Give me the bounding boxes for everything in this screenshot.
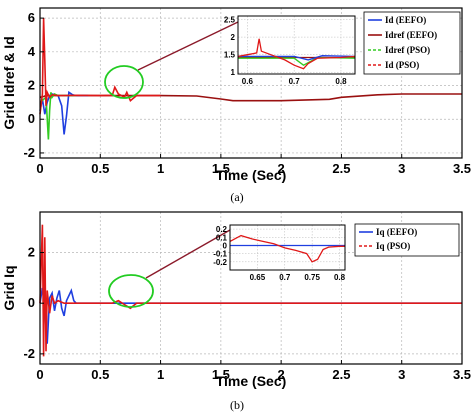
p1-legend-label-1: Idref (EEFO) bbox=[385, 30, 437, 40]
p2-ytick-label-1: 0 bbox=[28, 295, 35, 310]
p1-ytick-label-2: 2 bbox=[28, 78, 35, 93]
p1-inset-ytick-label-1: 1.5 bbox=[224, 51, 236, 60]
p2-ytick-label-2: 2 bbox=[28, 245, 35, 260]
p2-legend-box bbox=[354, 223, 460, 257]
p1-xtick-label-5: 2.5 bbox=[332, 161, 350, 176]
p2-legend-label-0: Iq (EEFO) bbox=[376, 227, 417, 237]
p1-xtick-label-7: 3.5 bbox=[453, 161, 471, 176]
p2-xtick-label-6: 3 bbox=[398, 367, 405, 382]
p2-inset-series-1 bbox=[229, 234, 345, 263]
p2-series-1 bbox=[39, 224, 462, 357]
p2-xtick-label-2: 1 bbox=[157, 367, 164, 382]
p1-inset-xtick-label-1: 0.7 bbox=[289, 77, 301, 86]
p1-legend-box bbox=[363, 11, 461, 75]
p1-xtick-label-4: 2 bbox=[278, 161, 285, 176]
p1-inset-series-3 bbox=[237, 38, 356, 70]
p1-legend-label-0: Id (EEFO) bbox=[385, 15, 426, 25]
p1-axes-frame bbox=[39, 7, 463, 159]
p2-xtick-label-3: 1.5 bbox=[212, 367, 230, 382]
p2-inset-ytick-label-2: 0 bbox=[223, 241, 228, 250]
p2-xtick-label-4: 2 bbox=[278, 367, 285, 382]
p1-inset-ytick-label-2: 2 bbox=[231, 33, 236, 42]
p1-ytick-label-3: 4 bbox=[28, 44, 36, 59]
p2-callout-line bbox=[145, 229, 231, 279]
p2-inset-frame bbox=[229, 224, 346, 271]
p1-xtick-label-2: 1 bbox=[157, 161, 164, 176]
p1-zoom-ellipse bbox=[104, 65, 144, 99]
p2-inset-xtick-label-3: 0.8 bbox=[334, 273, 346, 282]
p1-ylabel: Grid Idref & Id bbox=[1, 36, 17, 129]
p2-inset-ytick-label-1: -0.1 bbox=[213, 250, 227, 259]
caption-b: (b) bbox=[230, 398, 244, 412]
p1-ytick-label-1: 0 bbox=[28, 111, 35, 126]
p1-xtick-label-0: 0 bbox=[36, 161, 43, 176]
p1-ytick-label-0: -2 bbox=[23, 145, 35, 160]
p1-legend-label-3: Id (PSO) bbox=[385, 60, 419, 70]
p2-legend-label-1: Iq (PSO) bbox=[376, 241, 410, 251]
p2-inset-xtick-label-0: 0.65 bbox=[250, 273, 266, 282]
p2-xlabel: Time (Sec) bbox=[216, 373, 287, 389]
p2-axes-frame bbox=[39, 211, 463, 365]
p2-zoom-ellipse bbox=[108, 274, 154, 308]
p1-xtick-label-1: 0.5 bbox=[91, 161, 109, 176]
p2-inset-xtick-label-2: 0.75 bbox=[304, 273, 320, 282]
p2-ytick-label-0: -2 bbox=[23, 346, 35, 361]
p2-ylabel: Grid Iq bbox=[1, 265, 17, 310]
p1-inset-area bbox=[238, 16, 355, 74]
p1-series-3 bbox=[39, 18, 161, 115]
p1-xtick-label-3: 1.5 bbox=[212, 161, 230, 176]
p1-xlabel: Time (Sec) bbox=[216, 167, 287, 183]
p1-inset-ytick-label-3: 2.5 bbox=[224, 16, 236, 25]
p2-xtick-label-7: 3.5 bbox=[453, 367, 471, 382]
p1-inset-xtick-label-2: 0.8 bbox=[335, 77, 347, 86]
p2-inset-xtick-label-1: 0.7 bbox=[279, 273, 291, 282]
p1-xtick-label-6: 3 bbox=[398, 161, 405, 176]
p1-inset-ytick-label-0: 1 bbox=[231, 68, 236, 77]
p2-xtick-label-0: 0 bbox=[36, 367, 43, 382]
p2-xtick-label-5: 2.5 bbox=[332, 367, 350, 382]
p2-inset-ytick-label-3: 0.1 bbox=[216, 233, 228, 242]
p1-ytick-label-4: 6 bbox=[28, 10, 35, 25]
p2-inset-ytick-label-4: 0.2 bbox=[216, 225, 228, 234]
caption-a: (a) bbox=[230, 190, 244, 204]
p1-inset-frame bbox=[237, 15, 356, 75]
p1-inset-xtick-label-0: 0.6 bbox=[242, 77, 254, 86]
p1-legend-label-2: Idref (PSO) bbox=[385, 45, 430, 55]
p2-xtick-label-1: 0.5 bbox=[91, 367, 109, 382]
p1-callout-line bbox=[137, 21, 239, 71]
p2-inset-ytick-label-0: -0.2 bbox=[213, 258, 227, 267]
p2-inset-area bbox=[230, 225, 345, 270]
